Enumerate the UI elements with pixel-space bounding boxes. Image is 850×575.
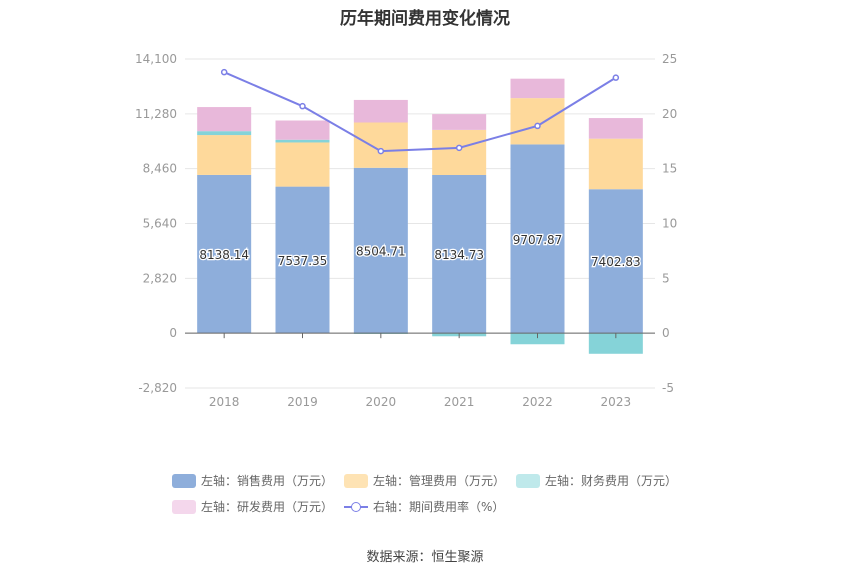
- rate-point: [377, 147, 385, 155]
- rate-point: [455, 144, 463, 152]
- rate-point: [299, 102, 306, 110]
- data-source: 数据来源：恒生聚源: [366, 550, 484, 565]
- bar-segment-sales: [353, 167, 408, 334]
- right-axis-tick-label: 5: [662, 271, 670, 285]
- bar-data-label: 8504.71: [356, 244, 406, 258]
- right-axis-tick-label: -5: [662, 381, 674, 395]
- right-axis-tick-label: 15: [662, 162, 677, 176]
- bar-segment-admin: [510, 98, 565, 145]
- chart-title: 历年期间费用变化情况: [340, 9, 510, 29]
- legend-label-sales: 左轴：销售费用（万元）: [201, 474, 334, 488]
- x-axis-tick-label: 2023: [601, 395, 632, 409]
- bar-segment-sales: [275, 186, 330, 334]
- bar-segment-rd: [197, 107, 252, 132]
- legend-item-admin[interactable]: 左轴：管理费用（万元）: [344, 472, 505, 489]
- bar-segment-finance: [510, 333, 565, 345]
- legend-item-finance[interactable]: 左轴：财务费用（万元）: [516, 472, 677, 489]
- right-axis-tick-label: 20: [662, 107, 677, 121]
- right-axis-tick-label: 25: [662, 52, 677, 66]
- legend-item-rate[interactable]: 右轴：期间费用率（%）: [344, 498, 504, 515]
- left-axis-tick-label: 0: [169, 326, 177, 340]
- legend-swatch-finance: [516, 473, 540, 488]
- bar-data-label: 7402.83: [591, 255, 641, 269]
- legend-swatch-rd: [172, 499, 196, 514]
- legend-label-admin: 左轴：管理费用（万元）: [373, 474, 506, 488]
- bar-segment-admin: [588, 138, 643, 190]
- left-axis-tick-label: 8,460: [143, 162, 177, 176]
- x-axis-tick-label: 2021: [444, 395, 475, 409]
- left-axis-tick-label: -2,820: [138, 381, 177, 395]
- bar-segment-admin: [432, 129, 487, 175]
- bar-segment-finance: [197, 131, 252, 136]
- rate-point: [534, 122, 541, 130]
- legend-label-finance: 左轴：财务费用（万元）: [545, 474, 678, 488]
- rate-line: [223, 71, 617, 153]
- x-axis-tick-label: 2022: [522, 395, 553, 409]
- bar-segment-rd: [432, 114, 487, 130]
- rate-point: [220, 68, 228, 76]
- bar-segment-sales: [432, 174, 487, 334]
- legend-swatch-sales: [172, 473, 196, 488]
- right-axis-tick-label: 10: [662, 217, 677, 231]
- bar-segment-rd: [275, 120, 330, 140]
- bar-data-label: 7537.35: [278, 254, 328, 268]
- bar-segment-sales: [588, 189, 643, 334]
- bar-segment-rd: [510, 78, 565, 99]
- legend-item-sales[interactable]: 左轴：销售费用（万元）: [172, 472, 333, 489]
- bar-segment-admin: [353, 122, 408, 168]
- bar-segment-sales: [510, 144, 565, 334]
- legend-item-rd[interactable]: 左轴：研发费用（万元）: [172, 498, 333, 515]
- rate-point: [612, 74, 620, 81]
- right-axis-tick-label: 0: [662, 326, 670, 340]
- legend-label-rd: 左轴：研发费用（万元）: [201, 500, 334, 514]
- legend-line-marker-icon: [344, 500, 368, 514]
- bar-data-label: 9707.87: [513, 233, 563, 247]
- left-axis-tick-label: 2,820: [143, 271, 177, 285]
- x-axis-tick-label: 2019: [287, 395, 318, 409]
- x-axis-tick-label: 2020: [366, 395, 397, 409]
- left-axis-tick-label: 11,280: [135, 107, 177, 121]
- bar-data-label: 8134.73: [434, 248, 484, 262]
- x-axis-tick-label: 2018: [209, 395, 240, 409]
- bar-segment-admin: [197, 135, 252, 175]
- legend-label-rate: 右轴：期间费用率（%）: [373, 500, 505, 514]
- left-axis-tick-label: 5,640: [143, 217, 177, 231]
- bar-segment-rd: [588, 118, 643, 139]
- bar-segment-finance: [588, 333, 643, 354]
- legend-swatch-admin: [344, 473, 368, 488]
- bar-segment-admin: [275, 142, 330, 187]
- bar-segment-sales: [197, 174, 252, 334]
- bar-segment-rd: [353, 99, 408, 123]
- bar-data-label: 8138.14: [199, 248, 249, 262]
- bar-segment-finance: [275, 139, 330, 143]
- left-axis-tick-label: 14,100: [135, 52, 177, 66]
